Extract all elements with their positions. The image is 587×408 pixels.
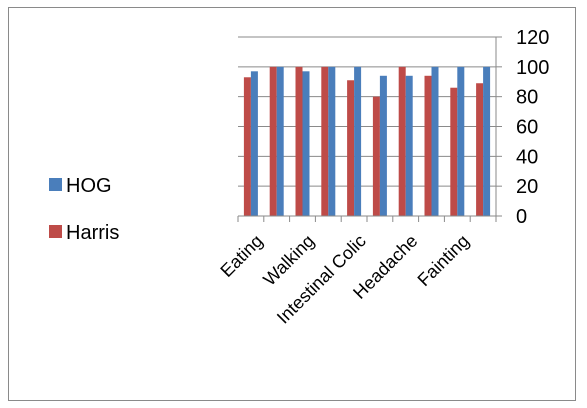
y-tick-label: 60 [516,117,538,139]
y-tick-label: 100 [516,57,549,79]
bar-hog [250,71,258,216]
x-category-label: Fainting [414,231,473,290]
legend-swatch [49,178,62,191]
bar-harris [269,66,277,216]
x-category-label: Eating [216,231,266,281]
bar-harris [450,87,458,216]
bar-hog [431,66,439,216]
bar-hog [328,66,336,216]
bar-hog [379,75,387,217]
bar-hog [457,66,465,216]
bar-hog [302,71,310,216]
bar-hog [354,66,362,216]
bar-hog [483,66,491,216]
axes [237,37,497,222]
bar-hog [276,66,284,216]
bars [243,66,491,217]
bar-harris [347,80,355,216]
y-tick-label: 40 [516,146,538,168]
legend-swatch [49,225,62,238]
bar-harris [321,66,329,216]
bar-hog [405,75,413,217]
y-tick-label: 80 [516,87,538,109]
legend: HOG Harris [49,175,119,244]
y-tick-label: 120 [516,27,549,49]
bar-harris [398,66,406,216]
legend-label: Harris [66,222,119,244]
bar-harris [476,83,484,216]
bar-harris [243,77,251,217]
legend-label: HOG [66,175,112,197]
bar-harris [372,96,380,216]
y-tick-label: 20 [516,176,538,198]
bar-harris [424,75,432,217]
x-category-label: Intestinal Colic [273,231,370,328]
y-tick-labels: 0 20 40 60 80 100 120 [516,27,549,228]
y-tick-label: 0 [516,206,527,228]
bar-harris [295,66,303,216]
